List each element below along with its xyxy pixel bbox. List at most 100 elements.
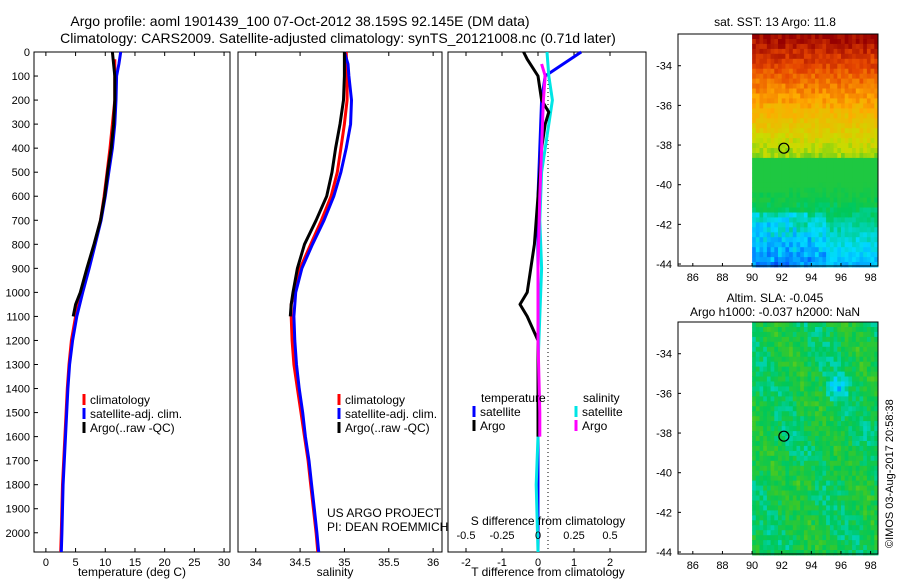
map-cell [759, 366, 764, 372]
map-cell [785, 327, 790, 333]
map-cell [866, 406, 871, 412]
map-cell [789, 505, 794, 511]
map-cell [852, 545, 857, 551]
map-cell [826, 436, 831, 442]
map-cell [844, 480, 849, 486]
map-cell [815, 455, 820, 462]
map-cell [859, 530, 864, 536]
map-cell [859, 421, 864, 427]
map-cell [841, 366, 846, 372]
map-cell [774, 167, 779, 174]
map-cell [833, 341, 838, 348]
map-cell [811, 53, 816, 60]
map-cell [800, 143, 805, 149]
map-cell [822, 39, 827, 45]
map-cell [844, 386, 849, 392]
map-cell [818, 490, 823, 496]
map-cell [818, 192, 823, 198]
map-cell [829, 406, 834, 412]
map-cell [766, 242, 771, 248]
map-cell [803, 197, 808, 203]
map-cell [837, 416, 842, 422]
map-cell [811, 455, 816, 462]
map-cell [833, 431, 838, 437]
map-cell [770, 376, 775, 382]
sla-float-marker [778, 430, 790, 442]
map-cell [785, 460, 790, 467]
map-cell [759, 505, 764, 511]
map-cell [848, 113, 853, 119]
map-cell [855, 217, 860, 223]
map-cell [774, 520, 779, 526]
map-cell [833, 153, 838, 159]
map-cell [818, 455, 823, 462]
map-cell [792, 361, 797, 368]
map-cell [766, 123, 771, 129]
map-cell [755, 455, 760, 462]
map-cell [778, 515, 783, 521]
map-cell [874, 167, 879, 174]
map-cell [863, 172, 868, 179]
map-cell [822, 465, 827, 472]
map-cell [770, 242, 775, 248]
map-cell [837, 371, 842, 377]
map-cell [852, 98, 857, 104]
map-cell [870, 515, 875, 521]
map-cell [829, 207, 834, 213]
map-cell [826, 515, 831, 521]
map-cell [822, 182, 827, 189]
map-cell [829, 361, 834, 368]
t-difference-label: T difference from climatology [471, 565, 625, 579]
map-cell [855, 525, 860, 531]
map-cell [807, 530, 812, 536]
map-cell [766, 232, 771, 238]
map-cell [833, 426, 838, 432]
map-cell [848, 401, 853, 407]
map-cell [844, 356, 849, 363]
map-cell [859, 53, 864, 60]
map-cell [859, 39, 864, 45]
map-cell [859, 341, 864, 348]
map-cell [837, 356, 842, 363]
map-cell [800, 520, 805, 526]
map-cell [870, 550, 875, 556]
map-cell [800, 336, 805, 343]
map-cell [774, 53, 779, 60]
map-cell [763, 540, 768, 546]
map-cell [822, 515, 827, 521]
map-cell [855, 455, 860, 462]
map-cell [807, 341, 812, 348]
map-cell [766, 227, 771, 233]
map-cell [822, 401, 827, 407]
map-cell [822, 237, 827, 243]
map-cell [800, 525, 805, 531]
map-cell [855, 118, 860, 124]
map-cell [785, 421, 790, 427]
map-cell [789, 490, 794, 496]
map-cell [833, 460, 838, 467]
title-line2: Climatology: CARS2009. Satellite-adjuste… [60, 30, 616, 46]
map-cell [829, 386, 834, 392]
map-cell [815, 237, 820, 243]
map-cell [796, 143, 801, 149]
map-cell [859, 108, 864, 114]
map-cell [837, 535, 842, 541]
map-cell [800, 128, 805, 134]
map-cell [752, 83, 757, 89]
map-cell [874, 470, 879, 477]
map-cell [863, 202, 868, 208]
map-cell [796, 73, 801, 80]
map-cell [796, 441, 801, 447]
map-cell [848, 143, 853, 149]
map-cell [781, 525, 786, 531]
difference-salinity-legend-label: Argo [582, 419, 608, 433]
map-cell [796, 426, 801, 432]
map-cell [855, 252, 860, 258]
map-cell [818, 53, 823, 60]
map-cell [759, 148, 764, 154]
salinity-argo-raw-qc-line [288, 52, 346, 317]
map-cell [766, 470, 771, 477]
map-cell [874, 336, 879, 343]
map-cell [811, 515, 816, 521]
map-cell [822, 98, 827, 104]
